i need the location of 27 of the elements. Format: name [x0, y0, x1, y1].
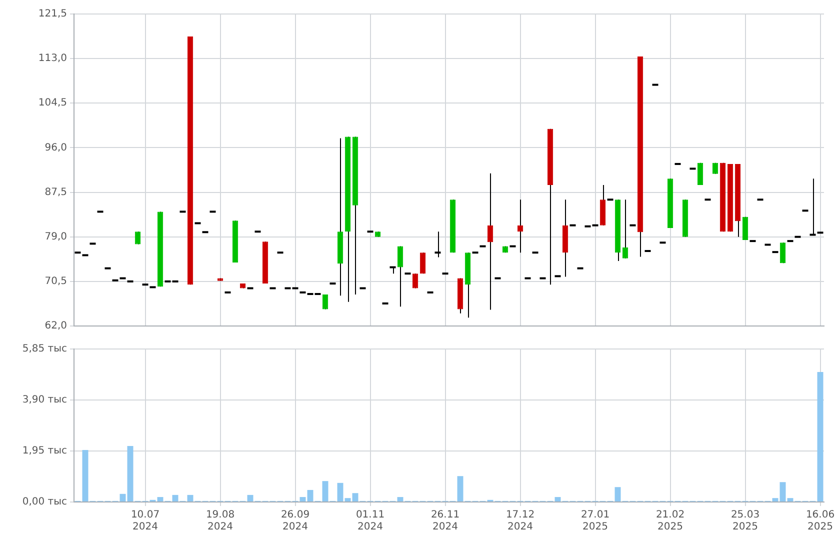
y-tick-label: 5,85 тыс [22, 344, 67, 355]
x-tick-label: 16.06 2025 [806, 510, 835, 533]
y-tick-label: 96,0 [44, 142, 67, 154]
candlestick [517, 199, 524, 254]
y-tick-label: 121,5 [38, 8, 67, 20]
candlestick [434, 231, 441, 258]
candlestick [487, 172, 494, 310]
x-tick-label: 10.07 2024 [130, 510, 160, 533]
x-tick-label: 17.12 2024 [506, 510, 535, 533]
x-tick-label: 27.01 2025 [580, 510, 610, 533]
candlestick [622, 199, 628, 259]
y-tick-label: 0,00 тыс [22, 496, 67, 508]
y-tick-label: 104,5 [38, 98, 67, 109]
y-tick-label: 79,0 [44, 231, 67, 242]
y-tick-label: 1,95 тыс [22, 446, 67, 457]
x-tick-label: 25.03 2025 [730, 510, 760, 533]
candlestick [810, 178, 816, 236]
x-tick-label: 21.02 2025 [656, 510, 685, 533]
y-tick-label: 70,5 [44, 276, 67, 288]
x-tick-label: 26.09 2024 [280, 510, 310, 533]
x-tick-label: 19.08 2024 [206, 510, 235, 533]
y-tick-label: 87,5 [44, 186, 67, 198]
y-tick-label: 3,90 тыс [22, 394, 67, 406]
x-tick-label: 26.11 2024 [430, 510, 460, 533]
y-tick-label: 62,0 [44, 320, 67, 332]
y-tick-label: 113,0 [38, 53, 67, 64]
x-tick-label: 01.11 2024 [356, 510, 385, 533]
